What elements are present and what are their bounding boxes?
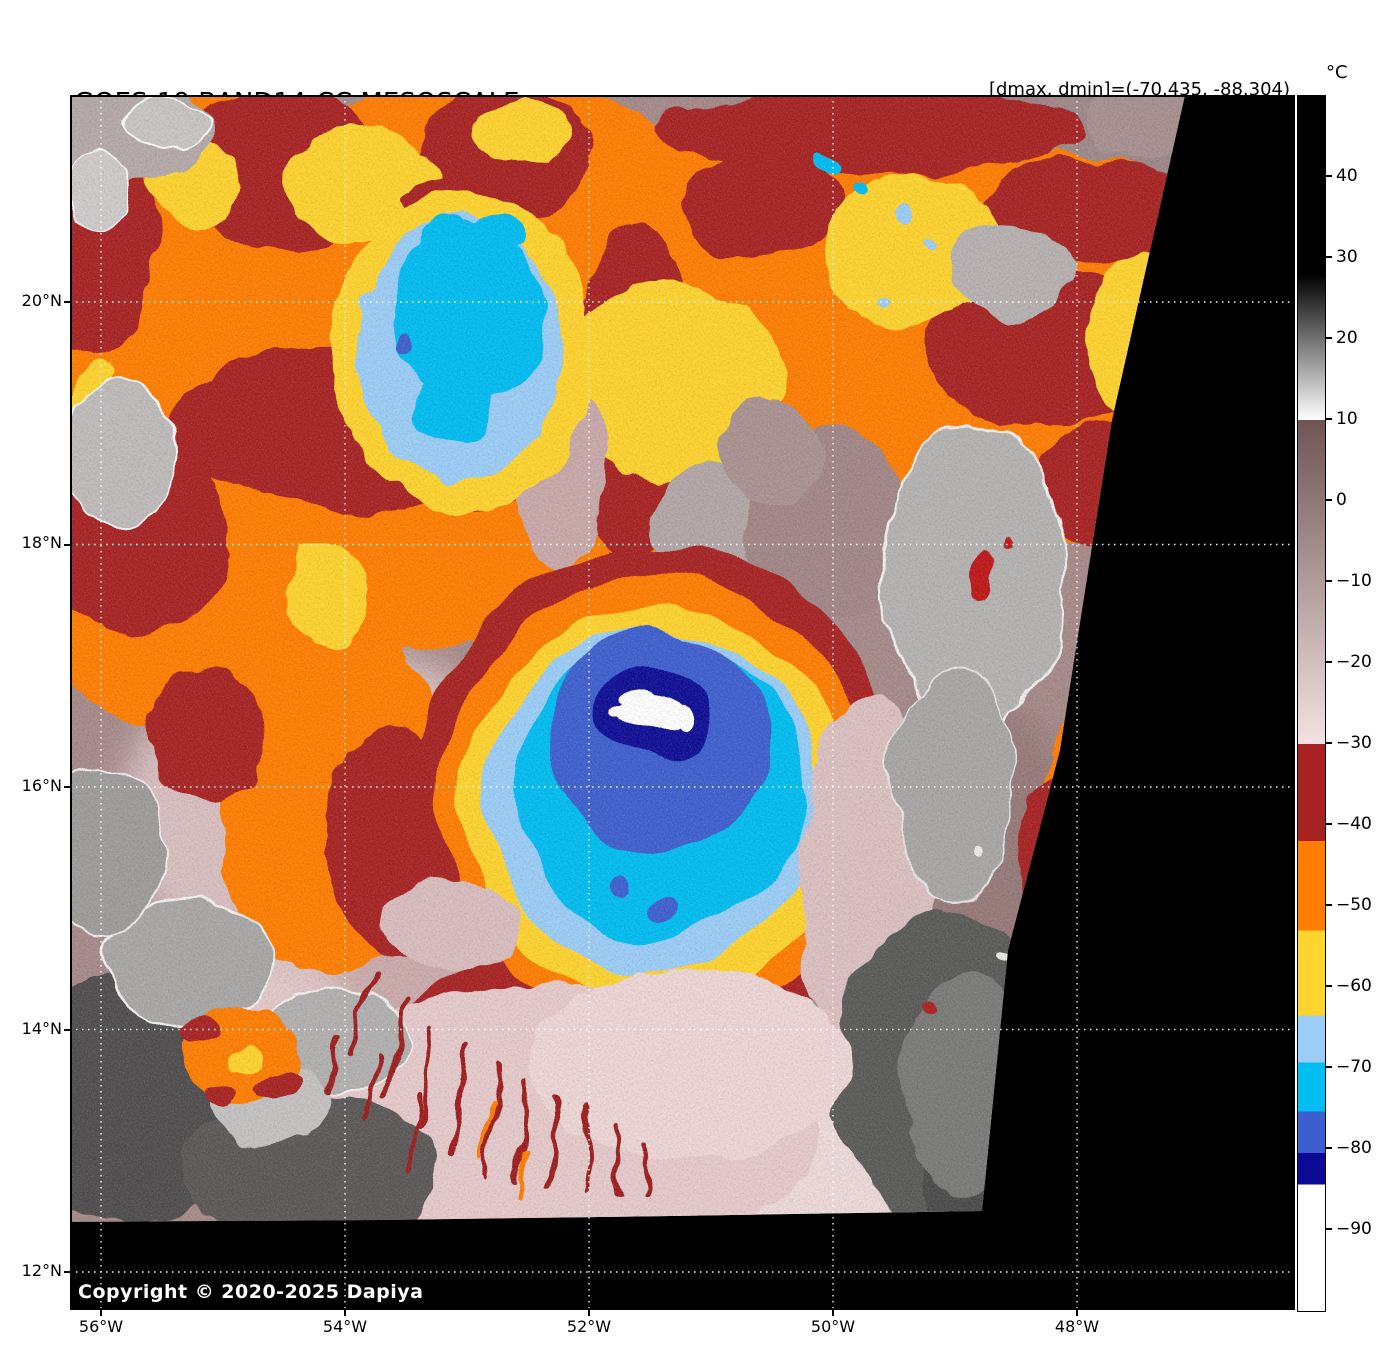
lon-tick-label-52w: 52°W — [566, 1317, 612, 1336]
colorbar-label-m10: −10 — [1336, 571, 1372, 591]
lon-tick-label-50w: 50°W — [810, 1317, 856, 1336]
lat-tick-label-16n: 16°N — [21, 776, 62, 795]
x-axis-tick — [1076, 1310, 1078, 1316]
colorbar-unit-label: °C — [1326, 62, 1348, 83]
lon-tick-label-48w: 48°W — [1054, 1317, 1100, 1336]
colorbar-tick — [1325, 256, 1332, 258]
colorbar-label-m90: −90 — [1336, 1219, 1372, 1239]
x-axis-tick — [100, 1310, 102, 1316]
map-panel: Copyright © 2020-2025 Dapiya — [70, 95, 1295, 1310]
x-axis-tick — [588, 1310, 590, 1316]
y-axis-tick — [64, 786, 70, 788]
colorbar-tick — [1325, 823, 1332, 825]
copyright-text: Copyright © 2020-2025 Dapiya — [78, 1281, 424, 1303]
colorbar-label-m30: −30 — [1336, 733, 1372, 753]
colorbar-tick — [1325, 418, 1332, 420]
y-axis-tick — [64, 544, 70, 546]
colorbar-tick — [1325, 742, 1332, 744]
colorbar-tick — [1325, 175, 1332, 177]
satellite-map-canvas — [70, 95, 1295, 1310]
lat-tick-label-18n: 18°N — [21, 533, 62, 552]
colorbar-label-40: 40 — [1336, 166, 1358, 186]
colorbar-tick — [1325, 904, 1332, 906]
colorbar-label-20: 20 — [1336, 328, 1358, 348]
colorbar-tick — [1325, 1228, 1332, 1230]
colorbar-tick — [1325, 580, 1332, 582]
lon-tick-label-56w: 56°W — [78, 1317, 124, 1336]
colorbar-label-0: 0 — [1336, 490, 1347, 510]
lon-tick-label-54w: 54°W — [322, 1317, 368, 1336]
data-swath — [70, 95, 1185, 1222]
map-border — [70, 95, 1295, 1310]
colorbar-label-m80: −80 — [1336, 1138, 1372, 1158]
colorbar-tick — [1325, 337, 1332, 339]
colorbar-label-m40: −40 — [1336, 814, 1372, 834]
colorbar-tick — [1325, 985, 1332, 987]
colorbar-tick — [1325, 499, 1332, 501]
lat-tick-label-14n: 14°N — [21, 1019, 62, 1038]
colorbar-label-m50: −50 — [1336, 895, 1372, 915]
colorbar — [1297, 95, 1326, 1312]
colorbar-tick — [1325, 1066, 1332, 1068]
colorbar-tick — [1325, 661, 1332, 663]
dmax-dmin-annotation: [dmax, dmin]=(-70.435, -88.304) — [988, 79, 1290, 100]
colorbar-label-30: 30 — [1336, 247, 1358, 267]
x-axis-tick — [344, 1310, 346, 1316]
colorbar-label-10: 10 — [1336, 409, 1358, 429]
y-axis-tick — [64, 1271, 70, 1273]
colorbar-tick — [1325, 1147, 1332, 1149]
y-axis-tick — [64, 301, 70, 303]
grid-lines — [70, 95, 1295, 1310]
x-axis-tick — [832, 1310, 834, 1316]
colorbar-label-m20: −20 — [1336, 652, 1372, 672]
grain-overlay-dark — [70, 95, 1185, 1222]
y-axis-tick — [64, 1029, 70, 1031]
lat-tick-label-20n: 20°N — [21, 291, 62, 310]
colorbar-label-m60: −60 — [1336, 976, 1372, 996]
lat-tick-label-12n: 12°N — [21, 1261, 62, 1280]
colorbar-label-m70: −70 — [1336, 1057, 1372, 1077]
